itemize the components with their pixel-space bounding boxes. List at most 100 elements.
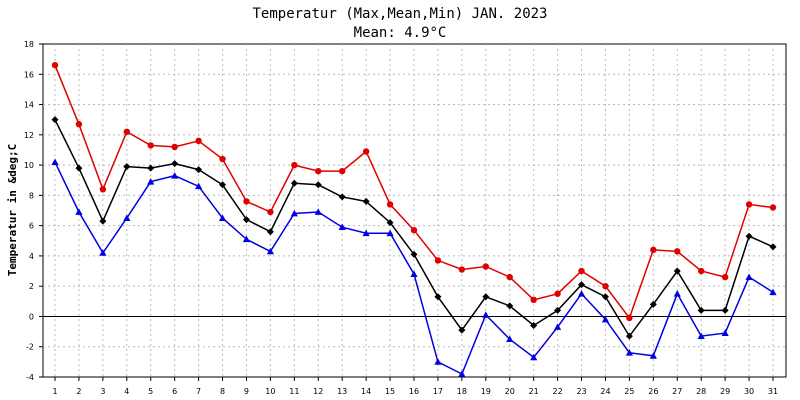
data-point (625, 349, 633, 356)
data-point (386, 201, 394, 208)
x-tick-label: 6 (172, 387, 177, 396)
x-tick-label: 18 (457, 387, 467, 396)
data-point (362, 148, 370, 155)
data-point (673, 290, 681, 297)
x-tick-label: 14 (361, 387, 371, 396)
data-point (458, 326, 466, 334)
x-tick-label: 4 (124, 387, 129, 396)
data-point (697, 306, 705, 314)
x-tick-label: 21 (529, 387, 539, 396)
x-tick-label: 10 (265, 387, 275, 396)
data-point (482, 263, 489, 270)
data-point (650, 246, 657, 254)
x-tick-label: 13 (337, 387, 347, 396)
data-point (75, 121, 83, 128)
data-point (697, 332, 705, 340)
data-point (482, 311, 490, 318)
x-tick-label: 30 (744, 387, 754, 396)
x-tick-label: 1 (52, 387, 57, 396)
data-point (362, 229, 370, 237)
x-tick-label: 27 (672, 387, 682, 396)
y-tick-label: 12 (24, 131, 34, 140)
x-tick-label: 11 (289, 387, 299, 396)
data-point (314, 181, 322, 189)
data-point (554, 323, 562, 330)
data-point (99, 217, 107, 225)
y-tick-label: 18 (24, 40, 34, 49)
data-point (123, 128, 130, 135)
data-point (673, 267, 681, 275)
data-point (290, 209, 298, 217)
data-point (195, 166, 203, 174)
x-tick-label: 19 (481, 387, 491, 396)
data-point (410, 250, 418, 258)
data-point (434, 257, 442, 264)
x-tick-label: 24 (600, 387, 610, 396)
x-tick-label: 31 (768, 387, 778, 396)
data-point (242, 216, 250, 224)
data-point (530, 353, 538, 361)
data-point (338, 193, 346, 201)
data-point (554, 306, 562, 314)
x-tick-label: 28 (696, 387, 706, 396)
data-point (243, 198, 250, 205)
data-point (218, 214, 227, 221)
data-point (75, 208, 83, 215)
x-tick-label: 29 (720, 387, 730, 396)
x-tick-label: 3 (100, 387, 105, 396)
data-point (195, 182, 203, 190)
data-point (745, 273, 753, 280)
data-point (649, 352, 657, 359)
x-tick-label: 12 (313, 387, 323, 396)
data-point (482, 293, 490, 301)
data-point (674, 248, 681, 255)
data-point (577, 290, 586, 297)
data-point (291, 161, 298, 169)
data-point (625, 332, 633, 340)
series-line-2 (54, 161, 774, 376)
data-point (290, 179, 298, 187)
data-point (578, 267, 585, 275)
data-point (99, 186, 107, 193)
data-point (721, 273, 729, 281)
data-point (458, 370, 466, 377)
y-tick-label: 4 (29, 252, 34, 261)
data-point (386, 229, 394, 237)
y-tick-label: -4 (26, 373, 34, 382)
x-tick-label: 15 (385, 387, 395, 396)
data-point (458, 266, 466, 273)
data-point (530, 296, 537, 304)
data-point (745, 201, 753, 208)
y-tick-label: 8 (29, 191, 34, 200)
data-point (362, 197, 370, 205)
data-point (338, 223, 346, 231)
chart-subtitle: Mean: 4.9°C (354, 25, 447, 41)
data-point (147, 164, 155, 172)
data-point (51, 116, 59, 124)
data-point (602, 282, 609, 290)
data-point (147, 178, 155, 185)
data-point (410, 226, 418, 234)
data-point (171, 172, 179, 179)
data-point (769, 204, 777, 211)
data-point (434, 358, 442, 365)
data-point (506, 302, 514, 310)
data-point (267, 208, 274, 216)
data-point (769, 288, 777, 296)
data-point (123, 214, 131, 221)
data-point (649, 300, 657, 308)
data-point (698, 267, 705, 275)
y-tick-label: 6 (29, 222, 34, 231)
y-tick-label: 2 (29, 282, 34, 291)
data-point (626, 314, 633, 322)
data-point (171, 143, 178, 151)
data-point (601, 315, 610, 323)
x-tick-label: 22 (553, 387, 563, 396)
data-point (578, 281, 586, 289)
data-point (721, 329, 729, 336)
data-point (75, 164, 83, 172)
y-tick-label: -2 (26, 343, 34, 352)
data-point (506, 335, 514, 343)
data-point (721, 306, 729, 314)
